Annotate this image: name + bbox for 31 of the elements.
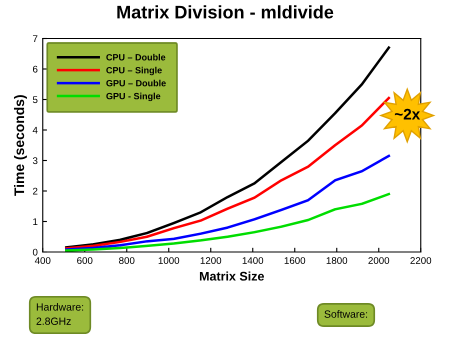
legend-label: GPU - Single [106, 92, 160, 102]
x-tick-label: 1000 [158, 257, 180, 264]
legend-label: CPU – Single [106, 66, 162, 76]
line-series [65, 192, 390, 252]
y-tick-label: 6 [32, 66, 38, 73]
x-tick-label: 1400 [242, 257, 264, 264]
x-tick-label: 600 [77, 257, 92, 264]
x-tick-label: 2200 [410, 257, 432, 264]
y-tick-label: 1 [33, 218, 38, 226]
y-tick-label: 0 [32, 248, 38, 256]
y-tick-label: 4 [32, 126, 38, 134]
y-tick-label: 5 [32, 96, 38, 104]
text: Hardware: 2.8GHz [36, 303, 84, 325]
y-tick-label: 2 [32, 188, 38, 195]
line-series [65, 154, 390, 251]
annotation: ~2x [394, 108, 420, 120]
line-series [65, 46, 390, 249]
x-tick-label: 1800 [326, 257, 348, 264]
x-tick-label: 1600 [284, 257, 306, 264]
text: Software: [324, 310, 368, 318]
x-axis-title: Matrix Size [200, 271, 264, 281]
y-tick-label: 7 [32, 35, 38, 42]
legend-label: CPU – Double [106, 54, 166, 60]
y-axis-title: Time (seconds) [14, 95, 27, 196]
x-tick-label: 2000 [368, 257, 390, 264]
y-tick-label: 3 [32, 157, 38, 164]
chart-title: Matrix Division - mldivide [117, 5, 334, 19]
x-tick-label: 400 [34, 257, 50, 264]
x-tick-label: 800 [119, 257, 134, 264]
x-tick-label: 1200 [200, 257, 222, 264]
legend-label: GPU – Double [106, 80, 166, 86]
